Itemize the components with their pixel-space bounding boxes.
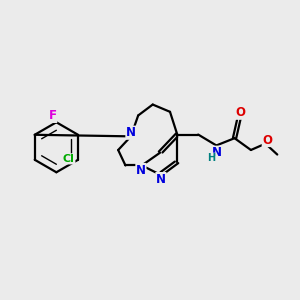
Text: N: N — [156, 172, 166, 186]
Text: N: N — [136, 164, 146, 176]
Text: F: F — [49, 110, 57, 122]
Text: N: N — [212, 146, 222, 159]
Text: N: N — [126, 126, 136, 139]
Text: O: O — [262, 134, 272, 146]
Text: O: O — [235, 106, 245, 119]
Text: Cl: Cl — [63, 154, 75, 164]
Text: H: H — [207, 153, 215, 163]
